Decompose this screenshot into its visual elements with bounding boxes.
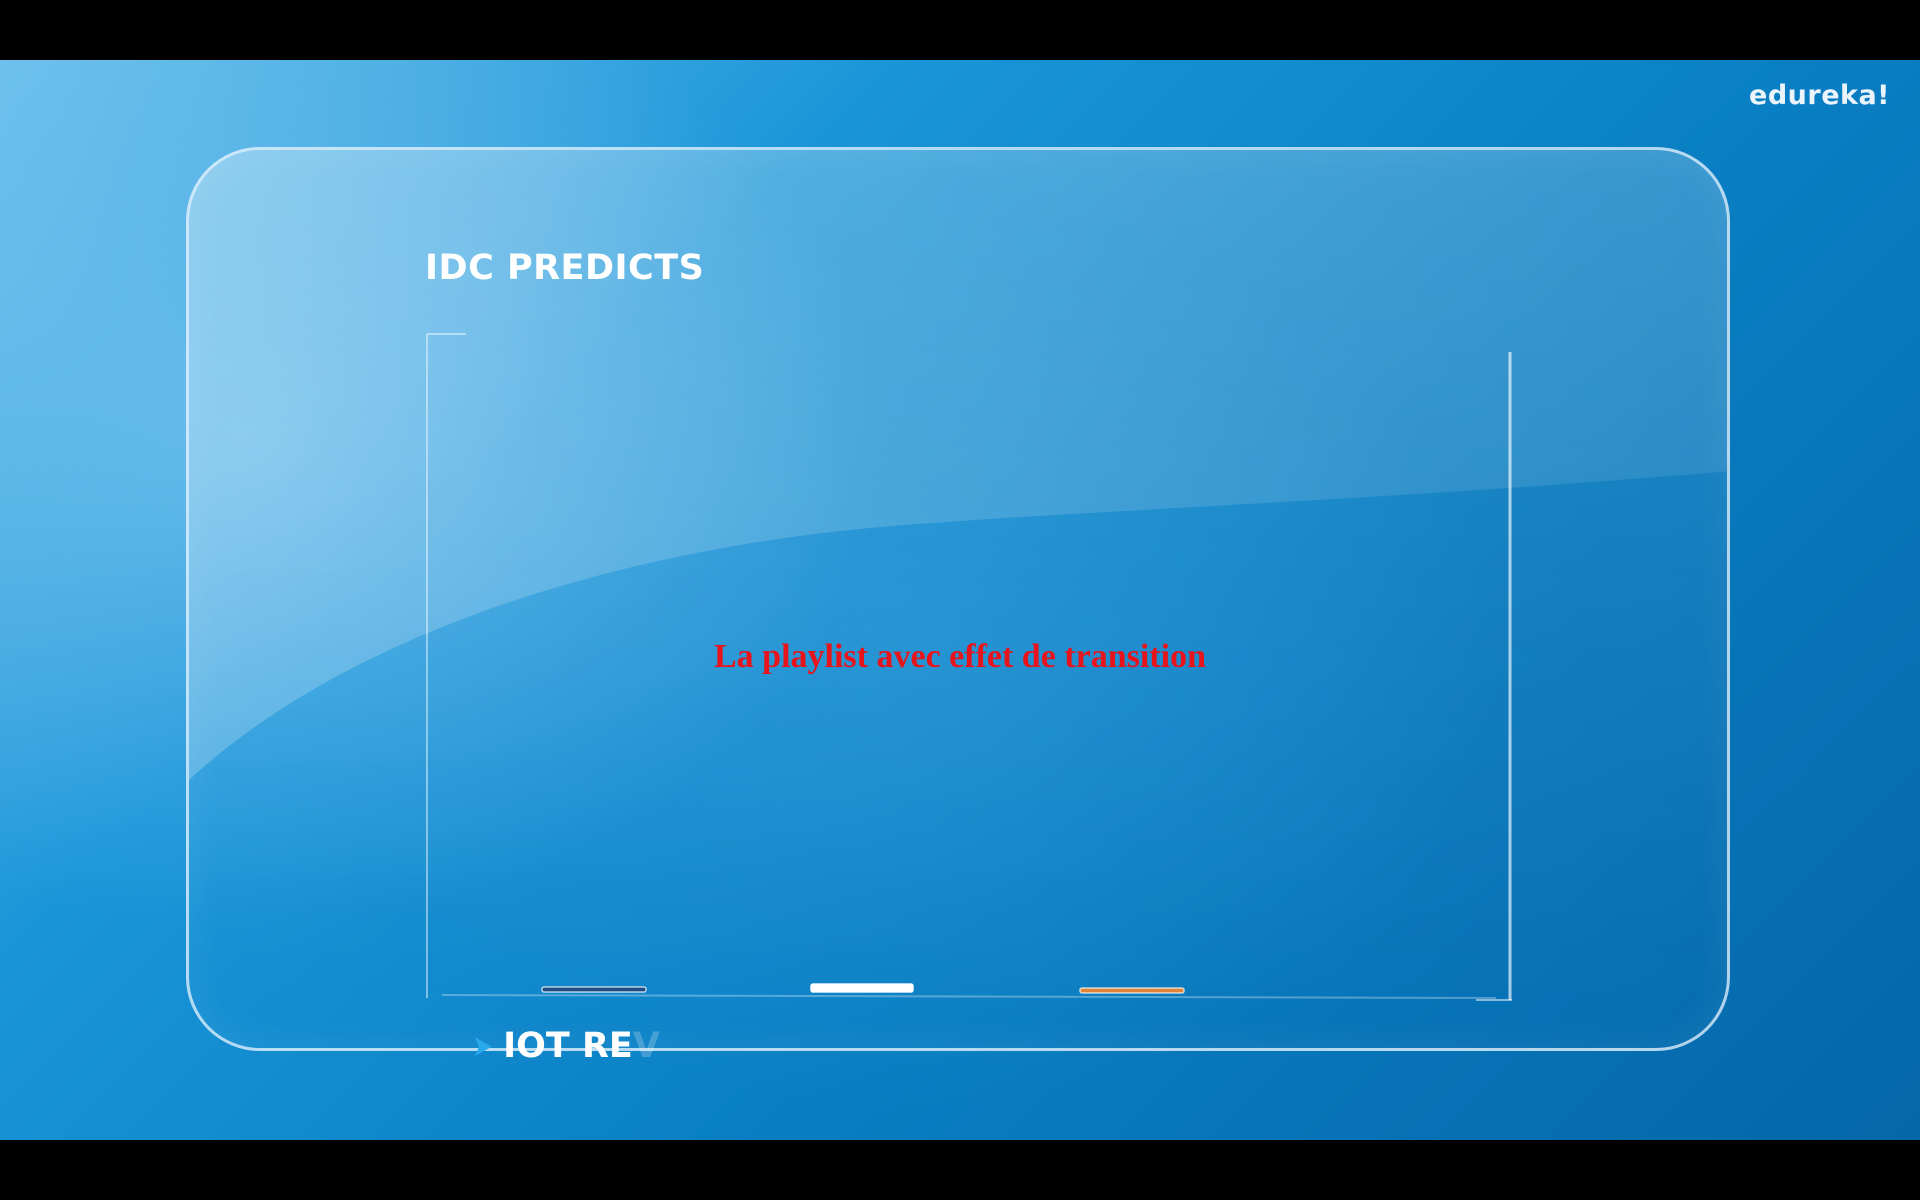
glass-sheen bbox=[189, 150, 1727, 780]
letterbox-top bbox=[0, 0, 1920, 60]
footer-label-text: IOT RE bbox=[503, 1026, 633, 1066]
overlay-caption: La playlist avec effet de transition bbox=[714, 638, 1206, 675]
letterbox-bottom bbox=[0, 1140, 1920, 1200]
footer-label-fading: V bbox=[632, 1026, 660, 1066]
brand-logo: edureka! bbox=[1749, 80, 1890, 111]
slide-title: IDC PREDICTS bbox=[425, 248, 705, 288]
footer-label: ➤ IOT RE V bbox=[470, 1026, 660, 1066]
video-area[interactable]: edureka! IDC PREDICTS bbox=[0, 60, 1920, 1140]
glass-panel bbox=[186, 147, 1730, 1051]
chevron-right-icon: ➤ bbox=[471, 1028, 494, 1064]
